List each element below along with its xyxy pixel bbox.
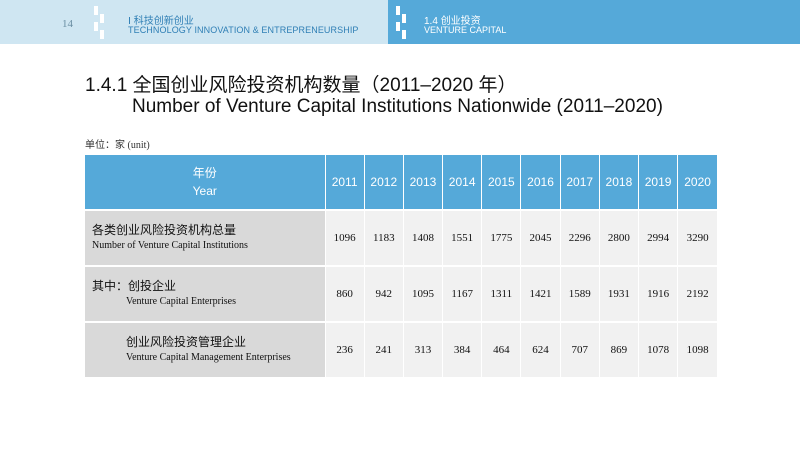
row-label-en: Number of Venture Capital Institutions <box>92 240 248 251</box>
table-row: 创业风险投资管理企业 Venture Capital Management En… <box>85 321 717 377</box>
page-title-en: Number of Venture Capital Institutions N… <box>132 96 663 117</box>
value-cell: 1098 <box>677 321 717 377</box>
page-number: 14 <box>62 18 73 30</box>
table-header-row: 年份 Year 2011 2012 2013 2014 2015 2016 20… <box>85 155 717 210</box>
value-cell: 624 <box>520 321 561 377</box>
value-cell: 860 <box>325 265 365 322</box>
row-label-en: Venture Capital Management Enterprises <box>126 352 291 363</box>
row-label-cn: 其中：创投企业 <box>92 279 177 293</box>
row-label: 其中：创投企业 Venture Capital Enterprises <box>85 265 326 322</box>
row-label-cn: 创业风险投资管理企业 <box>126 335 247 349</box>
section-title-cn: Ⅰ 科技创新创业 <box>128 16 194 27</box>
decor-bar <box>396 22 400 31</box>
year-cell: 2015 <box>481 155 522 210</box>
value-cell: 313 <box>403 321 444 377</box>
value-cell: 1916 <box>638 265 679 322</box>
value-cell: 869 <box>599 321 640 377</box>
year-cell: 2019 <box>638 155 679 210</box>
year-cell: 2016 <box>520 155 561 210</box>
year-cell: 2012 <box>364 155 404 210</box>
year-cell: 2011 <box>325 155 365 210</box>
value-cell: 3290 <box>677 209 717 266</box>
decor-bar <box>100 14 104 23</box>
row-label: 创业风险投资管理企业 Venture Capital Management En… <box>85 321 326 377</box>
value-cell: 2045 <box>520 209 561 266</box>
year-cell: 2017 <box>560 155 600 210</box>
value-cell: 1551 <box>442 209 483 266</box>
page-header: 14 Ⅰ 科技创新创业 TECHNOLOGY INNOVATION & ENTR… <box>0 0 800 44</box>
value-cell: 1408 <box>403 209 444 266</box>
decor-bar <box>100 30 104 39</box>
section-title-en: TECHNOLOGY INNOVATION & ENTREPRENEURSHIP <box>128 25 359 35</box>
row-label-en: Venture Capital Enterprises <box>126 296 236 307</box>
value-cell: 464 <box>481 321 522 377</box>
unit-label: 单位：家 (unit) <box>85 140 150 151</box>
header-left-band: 14 Ⅰ 科技创新创业 TECHNOLOGY INNOVATION & ENTR… <box>0 0 388 44</box>
data-table: 年份 Year 2011 2012 2013 2014 2015 2016 20… <box>85 155 717 377</box>
decor-bar <box>94 22 98 31</box>
decor-bar <box>396 6 400 15</box>
value-cell: 384 <box>442 321 483 377</box>
value-cell: 2192 <box>677 265 717 322</box>
decor-bar <box>402 14 406 23</box>
year-cell: 2013 <box>403 155 444 210</box>
value-cell: 241 <box>364 321 404 377</box>
row-label: 各类创业风险投资机构总量 Number of Venture Capital I… <box>85 209 326 266</box>
value-cell: 1421 <box>520 265 561 322</box>
decor-bar <box>94 6 98 15</box>
value-cell: 1589 <box>560 265 600 322</box>
value-cell: 1095 <box>403 265 444 322</box>
table-row: 其中：创投企业 Venture Capital Enterprises 860 … <box>85 265 717 322</box>
year-cell: 2018 <box>599 155 640 210</box>
value-cell: 2296 <box>560 209 600 266</box>
year-header-en: Year <box>192 184 217 198</box>
value-cell: 1311 <box>481 265 522 322</box>
value-cell: 1931 <box>599 265 640 322</box>
row-label-cn: 各类创业风险投资机构总量 <box>92 223 237 237</box>
subsection-title-en: VENTURE CAPITAL <box>424 25 507 35</box>
value-cell: 1183 <box>364 209 404 266</box>
year-header-cn: 年份 <box>192 166 217 180</box>
value-cell: 236 <box>325 321 365 377</box>
year-header: 年份 Year <box>85 155 326 210</box>
year-cell: 2020 <box>677 155 717 210</box>
value-cell: 707 <box>560 321 600 377</box>
value-cell: 1775 <box>481 209 522 266</box>
subsection-title-cn: 1.4 创业投资 <box>424 16 481 27</box>
value-cell: 942 <box>364 265 404 322</box>
year-cell: 2014 <box>442 155 483 210</box>
value-cell: 2994 <box>638 209 679 266</box>
page-title-cn: 1.4.1 全国创业风险投资机构数量（2011–2020 年） <box>85 75 517 96</box>
value-cell: 1167 <box>442 265 483 322</box>
header-right-band <box>388 0 800 44</box>
decor-bar <box>402 30 406 39</box>
value-cell: 1078 <box>638 321 679 377</box>
table-row: 各类创业风险投资机构总量 Number of Venture Capital I… <box>85 209 717 266</box>
value-cell: 1096 <box>325 209 365 266</box>
value-cell: 2800 <box>599 209 640 266</box>
